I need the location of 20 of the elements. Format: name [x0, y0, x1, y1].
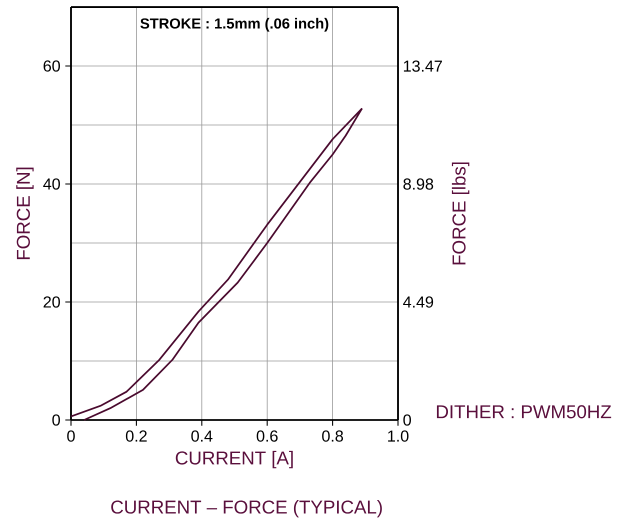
y-tick-label: 20 [44, 296, 60, 308]
annotation: STROKE : 1.5mm (.06 inch) [140, 18, 328, 32]
x-tick-label: 1.0 [388, 430, 409, 442]
y2-tick-label: 4.49 [403, 296, 434, 308]
y-tick-label: 0 [52, 414, 60, 426]
x-tick-label: 0.2 [126, 430, 147, 442]
y2-axis-title: FORCE [lbs] [452, 162, 470, 264]
x-tick-label: 0 [67, 430, 75, 442]
x-tick-label: 0.6 [256, 430, 278, 442]
x-tick-label: 0.4 [191, 430, 212, 442]
x-axis-title: CURRENT [A] [176, 450, 293, 468]
y2-tick-label: 13.47 [404, 60, 442, 72]
y2-tick-label: 0 [403, 414, 411, 426]
y-tick-label: 40 [43, 178, 60, 190]
y2-tick-label: 8.98 [403, 178, 434, 190]
text: DITHER : PWM50HZ [436, 405, 612, 418]
text: CURRENT – FORCE (TYPICAL) [111, 500, 382, 518]
x-tick-label: 0.8 [322, 430, 344, 442]
y-tick-label: 60 [44, 60, 60, 72]
y-axis-title: FORCE [N] [16, 168, 34, 260]
